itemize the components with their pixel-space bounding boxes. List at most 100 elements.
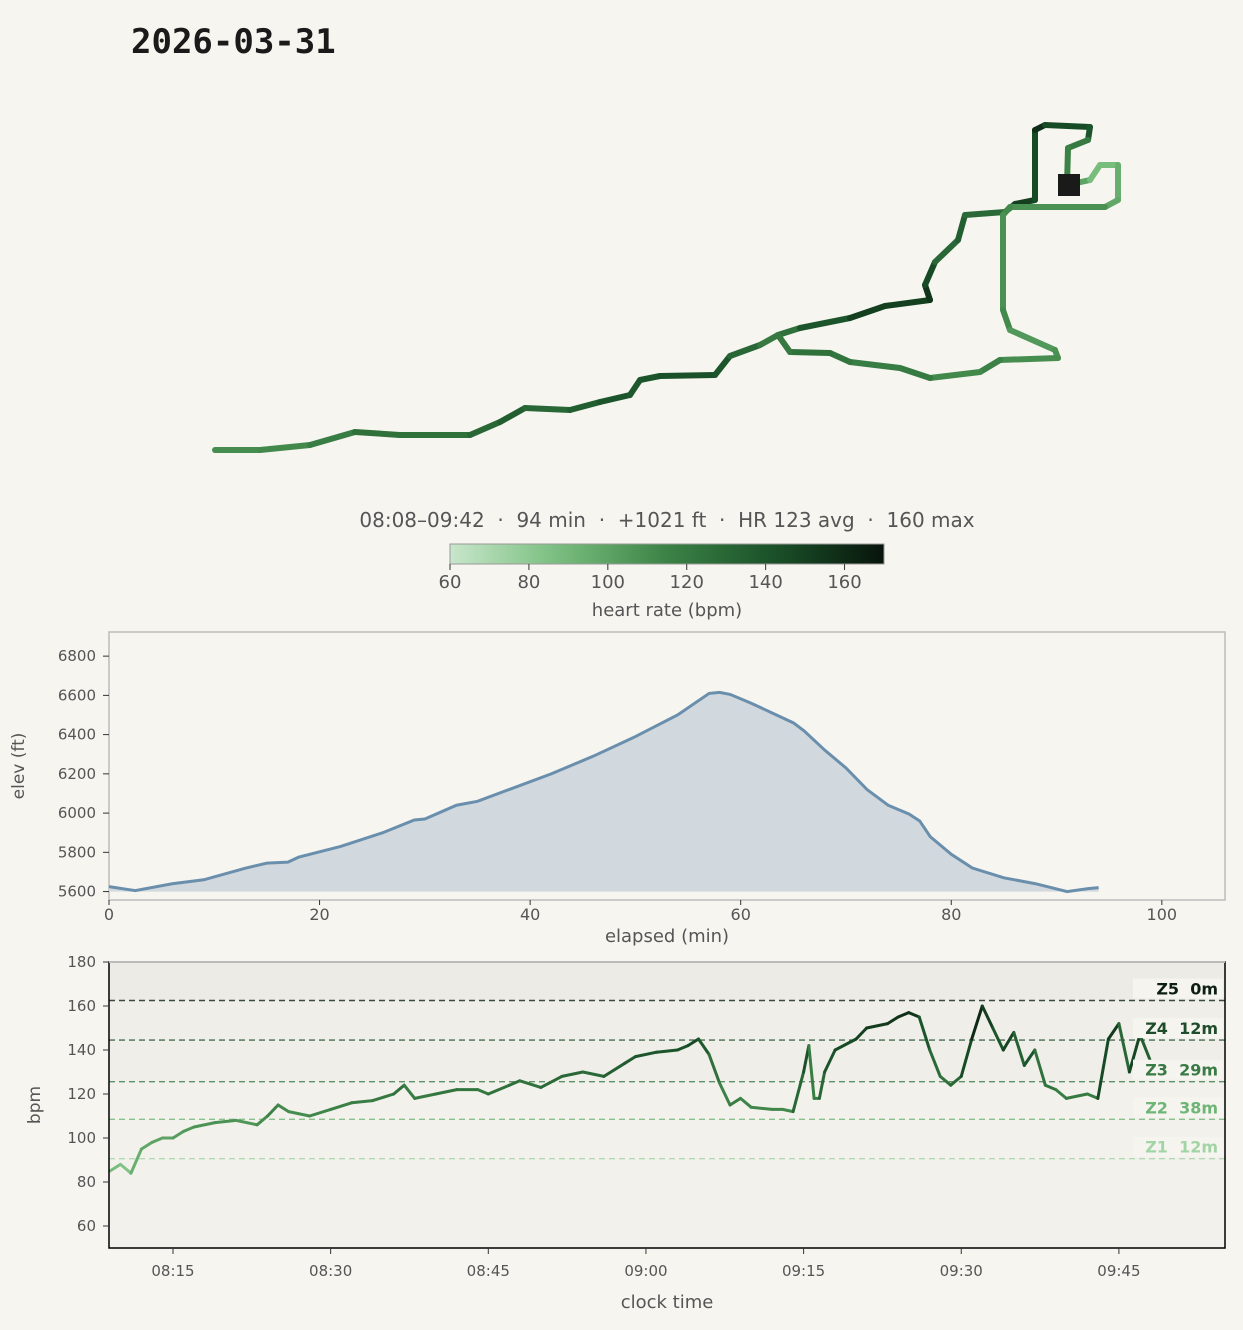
colorbar [449,543,885,565]
end-marker [1058,174,1080,196]
route-segment [1012,197,1038,207]
hr-segment [707,1052,722,1085]
route-segment [597,392,633,405]
x-tick-label: 09:00 [624,1262,667,1280]
hr-segment [213,1118,238,1125]
route-segment [1065,137,1091,151]
x-tick-label: 20 [309,905,329,924]
hr-segment [266,1103,280,1118]
hr-segment [182,1125,196,1133]
zone-label: Z5 0m [1156,980,1218,999]
y-tick-label: 180 [67,953,96,971]
x-tick-label: 09:30 [940,1262,983,1280]
y-tick-label: 5600 [58,883,96,901]
route-segment [1087,162,1103,183]
hr-segment [392,1083,406,1096]
y-axis-label: bpm [25,1086,45,1124]
hr-segment [129,1147,143,1175]
route-segment [787,349,833,356]
x-tick-label: 09:15 [782,1262,825,1280]
hr-segment [192,1121,217,1129]
hr-segment [413,1092,438,1100]
hr-segment [350,1099,375,1105]
route-segment [627,377,643,398]
hr-segment [781,1107,795,1114]
zone-label-bg [1133,978,1223,999]
route-segment [847,359,903,371]
hr-segment [581,1070,606,1078]
route-segment [932,237,961,265]
hr-segment [539,1074,564,1089]
hr-segment [959,1037,974,1078]
hr-segment [150,1136,164,1144]
y-tick-label: 6200 [58,765,96,783]
y-tick-label: 140 [67,1041,96,1059]
hr-segment [886,1015,900,1026]
hr-segment [1043,1083,1058,1092]
hr-segment [308,1107,333,1118]
route-segment [257,442,313,453]
x-tick-label: 60 [731,905,751,924]
hr-segment [823,1048,837,1074]
route-segment [882,297,933,309]
colorbar-tick-label: 160 [827,572,861,593]
elevation-area [109,692,1099,892]
hr-segment [749,1105,774,1111]
x-tick-label: 80 [941,905,961,924]
zone-label-bg [1133,1018,1223,1039]
hr-segment [276,1103,291,1114]
hr-segment [118,1162,133,1175]
hr-segment [970,1004,984,1041]
hr-segment [507,1079,522,1087]
route-segment [637,373,663,383]
y-tick-label: 6400 [58,726,96,744]
route-segment [797,315,853,331]
hr-segment [865,1022,890,1030]
hr-segment [255,1114,270,1127]
hr-segment [1096,1037,1110,1100]
hr-segment [1106,1022,1121,1041]
hr-segment [739,1096,753,1109]
y-tick-label: 80 [77,1173,96,1191]
route-segment [757,332,781,348]
hr-segment [686,1037,700,1048]
x-tick-label: 0 [104,905,114,924]
route-segment [657,372,718,379]
hr-segment [1054,1088,1068,1100]
hr-segment [1012,1030,1026,1067]
hr-segment [917,1015,932,1052]
route-segment [497,405,528,425]
hr-segment [1022,1048,1037,1067]
x-tick-label: 08:45 [467,1262,510,1280]
hr-segment [402,1083,417,1100]
hr-segment [476,1088,490,1096]
hr-segment [329,1101,354,1111]
elevation-panel [108,631,1226,901]
y-tick-label: 6800 [58,647,96,665]
hr-segment [633,1050,658,1059]
zone-label-bg [1133,1059,1223,1080]
route-segment [927,369,983,381]
hr-segment [675,1044,690,1052]
hr-segment [434,1088,459,1096]
hr-segment [602,1061,627,1078]
route-segment [775,332,793,355]
hr-segment [1127,1033,1142,1074]
route-segment [847,303,888,321]
route-segment [522,405,573,413]
hr-segment [518,1079,543,1089]
zone-label: Z2 38m [1145,1098,1218,1117]
route-segment [955,212,968,243]
hr-segment [371,1092,396,1103]
hr-segment [928,1048,942,1078]
route-segment [997,355,1061,363]
hr-segment [980,1004,995,1030]
x-axis-label: elapsed (min) [605,926,729,947]
hr-segment [1033,1048,1047,1087]
route-segment [467,419,503,438]
route-segment [897,365,933,381]
route-segment [775,325,803,338]
y-tick-label: 160 [67,997,96,1015]
y-tick-label: 6000 [58,804,96,822]
